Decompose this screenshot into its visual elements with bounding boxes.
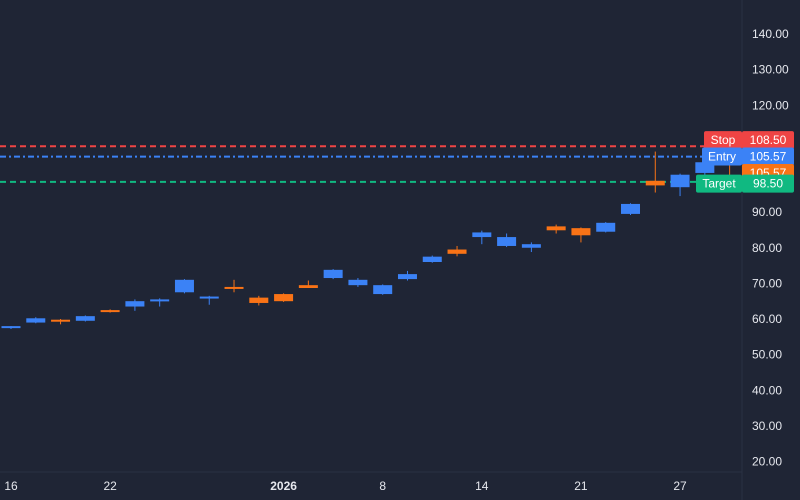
y-tick-label: 70.00 [752,276,782,290]
x-tick-label: 21 [574,479,588,493]
candle-body [422,256,442,262]
level-label-entry: Entry 105.57 [702,147,794,166]
candle[interactable] [621,203,640,215]
candle[interactable] [521,242,541,253]
candle[interactable] [274,293,294,302]
candles-layer [1,151,740,329]
y-tick-label: 120.00 [752,98,789,112]
candle[interactable] [397,270,417,281]
candle-body [596,222,616,232]
candle-body [199,296,219,299]
level-label-target: Target 98.50 [696,174,794,193]
candle[interactable] [546,224,566,234]
candle[interactable] [298,280,318,289]
candle[interactable] [174,279,194,294]
x-tick-label: 16 [4,479,18,493]
candle-body [1,326,21,329]
candle-body [100,310,120,313]
candle[interactable] [422,255,442,263]
candle-body [298,285,318,289]
candle-body [472,232,492,238]
candle-body [249,297,269,303]
level-value: 108.50 [750,133,787,147]
candle-body [125,301,145,307]
y-tick-label: 90.00 [752,205,782,219]
y-tick-label: 130.00 [752,63,789,77]
candle[interactable] [373,284,393,295]
candle[interactable] [249,295,269,306]
candle-body [174,279,194,293]
candle[interactable] [348,278,368,287]
candle-body [621,203,640,214]
level-name: Stop [711,133,736,147]
candle[interactable] [571,227,591,243]
y-tick-label: 40.00 [752,383,782,397]
y-tick-label: 30.00 [752,419,782,433]
candle-body [670,174,690,188]
candle[interactable] [75,315,95,322]
candle[interactable] [51,319,71,325]
candle[interactable] [199,295,219,305]
candle-body [645,180,665,186]
candle-body [571,228,591,236]
x-tick-label: 8 [379,479,386,493]
candle[interactable] [472,230,492,245]
candle-body [323,269,343,279]
candle-body [224,286,244,289]
candle-body [397,274,417,280]
candle[interactable] [224,279,244,293]
candle-body [497,237,517,246]
candle[interactable] [596,222,616,233]
y-tick-label: 60.00 [752,312,782,326]
x-axis: 16 22 2026 8 14 21 27 [0,471,742,493]
level-value: 105.57 [750,150,787,164]
y-tick-label: 20.00 [752,455,782,469]
candle[interactable] [26,317,46,324]
candle-body [75,316,95,321]
candle-body [26,318,46,323]
candle[interactable] [1,326,21,329]
level-lines [0,145,742,183]
level-label-stop: Stop 108.50 [704,131,794,150]
level-value: 98.50 [753,177,783,191]
x-tick-label: 27 [673,479,687,493]
y-tick-label: 80.00 [752,241,782,255]
x-tick-label: 22 [103,479,117,493]
candle-body [546,226,566,231]
candle-body [348,279,368,286]
candle-body [695,162,715,173]
y-tick-label: 140.00 [752,27,789,41]
candle[interactable] [645,151,665,193]
candle-body [150,299,170,302]
level-name: Target [702,177,736,191]
candle[interactable] [150,298,170,307]
candle-body [373,285,393,295]
candle-body [274,294,294,302]
x-tick-label: 14 [475,479,489,493]
candle-body [51,319,71,322]
y-tick-label: 50.00 [752,348,782,362]
candle-body [447,249,467,254]
candle[interactable] [497,233,517,248]
candle[interactable] [125,299,145,311]
candle[interactable] [670,173,690,197]
candle[interactable] [447,245,467,257]
candle[interactable] [323,269,343,280]
x-tick-label: 2026 [270,479,297,493]
level-name: Entry [708,150,736,164]
candle-body [521,244,541,248]
candle[interactable] [100,309,120,313]
y-axis: 140.00130.00120.00110.00100.0090.0080.00… [741,0,789,500]
